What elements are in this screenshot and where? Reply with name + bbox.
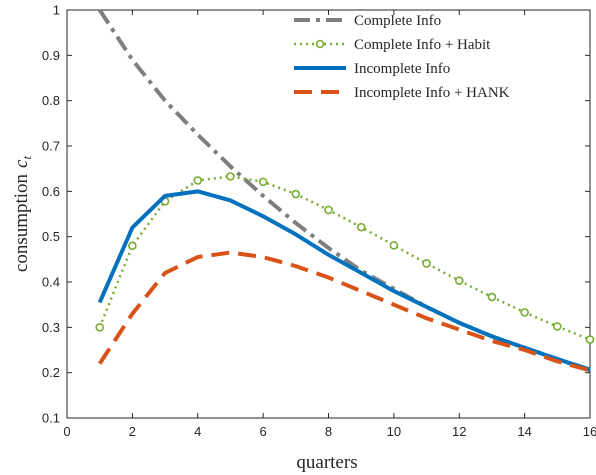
y-axis-label-symbol: c <box>11 159 32 168</box>
legend: Complete Info Complete Info + Habit Incomp… <box>294 13 510 101</box>
y-tick-label: 0.4 <box>42 275 60 290</box>
data-point-marker <box>128 241 137 251</box>
x-tick-label: 4 <box>194 424 201 439</box>
y-tick-label: 1 <box>53 3 60 18</box>
data-point-marker <box>454 276 464 285</box>
y-tick-label: 0.3 <box>42 320 60 335</box>
y-tick-label: 0.9 <box>42 48 60 63</box>
data-point-marker <box>95 323 104 332</box>
x-tick-label: 14 <box>517 424 531 439</box>
y-tick-label: 0.6 <box>42 184 60 199</box>
x-tick-label: 0 <box>63 424 70 439</box>
data-point-marker <box>356 222 366 232</box>
data-point-marker <box>291 189 301 199</box>
data-point-marker <box>389 240 399 250</box>
y-tick-label: 0.7 <box>42 139 60 154</box>
y-axis-label-subscript: t <box>19 156 34 160</box>
series-line-2 <box>98 175 591 341</box>
x-tick-label: 10 <box>387 424 401 439</box>
y-axis-label: consumption ct <box>11 156 34 273</box>
series-layer <box>95 8 595 373</box>
data-point-marker <box>422 259 431 268</box>
x-tick-label: 16 <box>583 424 596 439</box>
legend-label-2: Complete Info + Habit <box>354 37 491 53</box>
x-tick-label: 12 <box>452 424 466 439</box>
legend-label-3: Incomplete Info <box>354 61 450 77</box>
data-point-marker <box>585 335 595 344</box>
y-tick-label: 0.2 <box>42 365 60 380</box>
data-point-marker <box>487 292 497 302</box>
legend-marker <box>315 39 325 49</box>
x-tick-label: 6 <box>260 424 267 439</box>
data-point-marker <box>226 172 235 181</box>
data-point-marker <box>520 308 529 317</box>
y-axis-label-text: consumption <box>11 173 32 272</box>
x-tick-label: 8 <box>325 424 332 439</box>
y-tick-label: 0.8 <box>42 93 60 108</box>
ticks-layer: 0 2 4 6 8 10 12 14 16 0.1 0.2 0.3 0.4 0.5 0.6 0.7 0.8 0.9… <box>42 3 596 440</box>
data-point-marker <box>553 322 562 331</box>
legend-label-4: Incomplete Info + HANK <box>354 85 510 101</box>
data-point-marker <box>193 176 203 185</box>
data-point-marker <box>324 205 333 215</box>
series-line-3 <box>97 189 591 372</box>
legend-label-1: Complete Info <box>354 13 441 29</box>
y-tick-label: 0.1 <box>42 411 60 426</box>
data-point-marker <box>258 177 268 187</box>
series-line-4 <box>98 250 591 373</box>
y-tick-label: 0.5 <box>42 229 60 244</box>
x-axis-label: quarters <box>296 452 357 473</box>
x-tick-label: 2 <box>129 424 136 439</box>
